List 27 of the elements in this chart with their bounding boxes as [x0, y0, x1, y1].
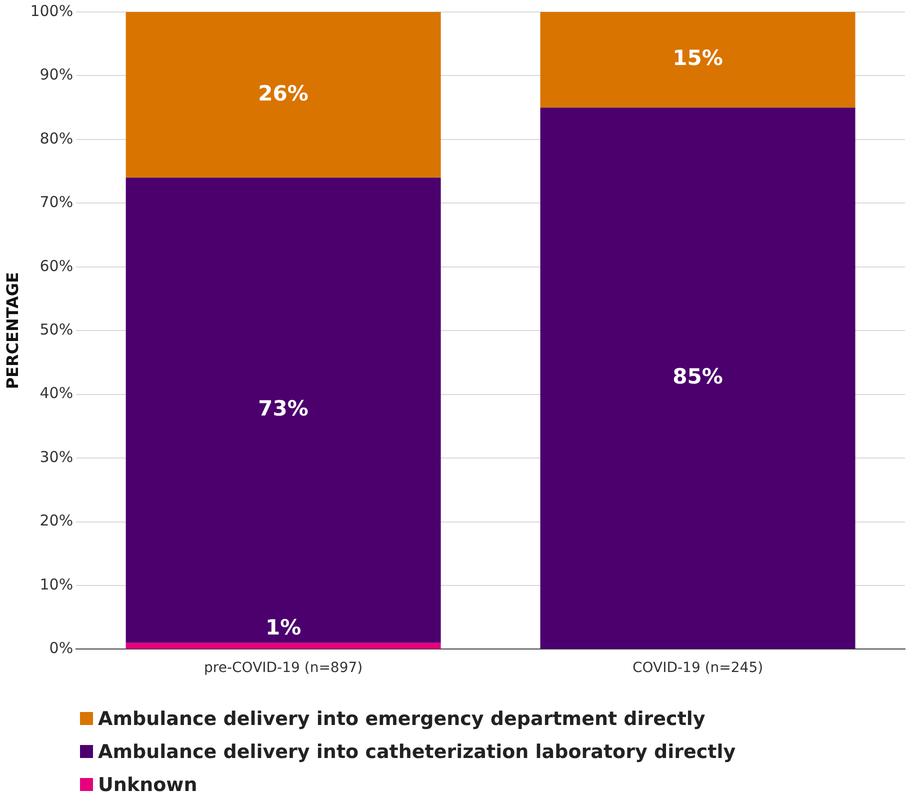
y-tick-label: 80% [40, 129, 74, 148]
y-tick-label: 10% [40, 575, 74, 594]
y-axis-title: PERCENTAGE [2, 272, 22, 390]
y-tick-label: 40% [40, 384, 74, 402]
data-label: 1% [265, 615, 302, 640]
bar [540, 108, 856, 649]
bar [126, 178, 441, 643]
x-tick-label: COVID-19 (n=245) [632, 660, 764, 676]
data-label: 26% [258, 81, 308, 106]
legend-label: Ambulance delivery into catheterization laboratory directly [98, 740, 736, 762]
y-tick-label: 20% [40, 512, 74, 530]
data-label: 73% [258, 396, 308, 421]
x-tick-label: pre-COVID-19 (n=897) [204, 660, 363, 676]
bar [126, 642, 441, 649]
bar [540, 12, 856, 108]
bar [126, 12, 441, 178]
legend-label: Unknown [98, 774, 198, 796]
y-tick-label: 50% [40, 320, 74, 338]
y-tick-label: 90% [40, 66, 74, 84]
legend-label: Ambulance delivery into emergency department directly [98, 708, 706, 730]
y-tick-label: 70% [40, 193, 74, 212]
y-tick-label: 100% [30, 2, 74, 20]
data-label: 15% [672, 46, 723, 70]
data-label: 85% [672, 364, 723, 389]
y-tick-label: 0% [49, 639, 74, 658]
y-tick-label: 30% [40, 448, 74, 466]
y-tick-label: 60% [40, 256, 74, 275]
